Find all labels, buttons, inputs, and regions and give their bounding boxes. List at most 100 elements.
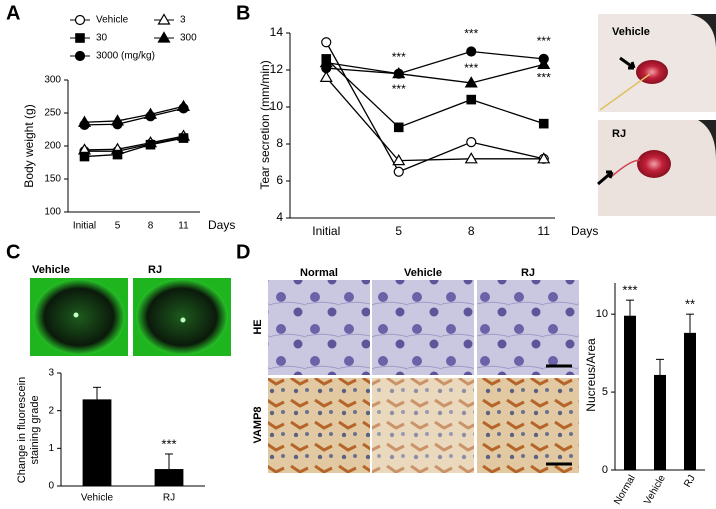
legend-marker — [74, 50, 86, 62]
annotation: *** — [161, 436, 176, 451]
point — [464, 76, 478, 88]
series-line — [84, 135, 184, 151]
legend-label: 3 — [180, 15, 186, 26]
photo-label: Normal — [300, 267, 338, 279]
annotation: *** — [392, 82, 406, 96]
y-tick-label: 10 — [596, 308, 608, 320]
y-axis-label: Body weight (g) — [22, 104, 36, 187]
y-axis-label: Change in fluorescein — [16, 377, 28, 483]
y-tick-label: 2 — [48, 405, 54, 416]
photo-label: RJ — [148, 264, 162, 276]
y-tick-label: 8 — [276, 136, 283, 150]
y-tick-label: 12 — [270, 62, 284, 76]
legend-label: 300 — [180, 33, 197, 44]
panel-label: B — [236, 2, 250, 24]
point — [466, 46, 477, 57]
photo-label: HE — [252, 319, 264, 334]
point — [321, 37, 332, 48]
x-tick-label: 11 — [538, 224, 551, 238]
annotation: *** — [392, 50, 406, 64]
y-tick-label: 4 — [276, 210, 283, 224]
photo-histology — [268, 280, 579, 473]
point — [321, 63, 332, 74]
y-tick-label: 3 — [48, 368, 54, 379]
annotation: *** — [622, 283, 637, 298]
point — [112, 119, 123, 130]
legend-marker — [74, 14, 86, 26]
y-tick-label: 200 — [44, 141, 61, 152]
x-axis-label: Days — [571, 224, 598, 238]
photo-label: RJ — [612, 128, 626, 140]
x-tick-label: 5 — [395, 224, 402, 238]
legend-marker — [157, 13, 171, 25]
photo-label: Vehicle — [32, 264, 70, 276]
y-tick-label: 14 — [270, 25, 284, 39]
y-axis-label: Nucreus/Area — [584, 338, 598, 412]
y-axis-label: staining grade — [29, 395, 41, 464]
bar — [684, 332, 696, 470]
point — [79, 119, 90, 130]
bar — [624, 315, 636, 470]
legend-marker — [157, 31, 171, 43]
point — [112, 149, 123, 160]
legend-label: 30 — [96, 33, 108, 44]
legend-label: Vehicle — [96, 15, 129, 26]
point — [178, 133, 189, 143]
point — [466, 94, 477, 105]
panel-label: C — [6, 241, 20, 263]
photo-label: VAMP8 — [252, 406, 264, 443]
series-line — [325, 58, 544, 129]
point — [537, 152, 551, 164]
point — [538, 53, 549, 65]
photo-vehicle — [598, 14, 716, 112]
point — [538, 118, 549, 129]
x-tick-label: Initial — [73, 221, 96, 232]
series-line — [325, 76, 544, 162]
bar — [82, 399, 112, 486]
series-line — [326, 61, 544, 84]
photo-rj — [597, 120, 716, 216]
point — [178, 103, 189, 114]
x-axis-label: Days — [208, 218, 235, 232]
annotation: ** — [685, 297, 695, 312]
x-tick-label: RJ — [682, 473, 698, 489]
panel-label: A — [6, 2, 20, 24]
bar — [154, 469, 184, 486]
point — [393, 68, 404, 79]
point — [393, 166, 404, 177]
x-tick-label: Vehicle — [81, 493, 114, 504]
legend-label: 3000 (mg/kg) — [96, 51, 155, 62]
x-tick-label: 11 — [178, 221, 189, 232]
point — [466, 137, 477, 148]
series-line — [325, 41, 544, 173]
panel-label: D — [236, 241, 250, 263]
point — [145, 111, 156, 122]
y-tick-label: 0 — [602, 464, 608, 476]
photo-fluorescein — [30, 278, 231, 356]
point — [79, 151, 90, 162]
y-axis-label: Tear secretion (mm/min) — [258, 60, 272, 189]
x-tick-label: 5 — [115, 221, 121, 232]
annotation: *** — [464, 27, 478, 41]
x-tick-label: 8 — [468, 224, 475, 238]
annotation: *** — [537, 34, 551, 48]
x-tick-label: 8 — [148, 221, 154, 232]
annotation: *** — [537, 71, 551, 85]
photo-label: Vehicle — [612, 26, 650, 38]
bar — [654, 374, 666, 470]
x-tick-label: RJ — [163, 493, 175, 504]
y-tick-label: 300 — [44, 75, 61, 86]
point — [393, 122, 404, 133]
point — [464, 152, 478, 164]
y-tick-label: 6 — [276, 173, 283, 187]
y-tick-label: 10 — [270, 99, 284, 113]
y-tick-label: 0 — [48, 481, 54, 492]
y-tick-label: 250 — [44, 108, 61, 119]
legend-marker — [75, 33, 85, 43]
x-tick-label: Normal — [612, 473, 638, 506]
annotation: *** — [464, 61, 478, 75]
y-tick-label: 100 — [44, 207, 61, 218]
y-tick-label: 1 — [48, 443, 54, 454]
